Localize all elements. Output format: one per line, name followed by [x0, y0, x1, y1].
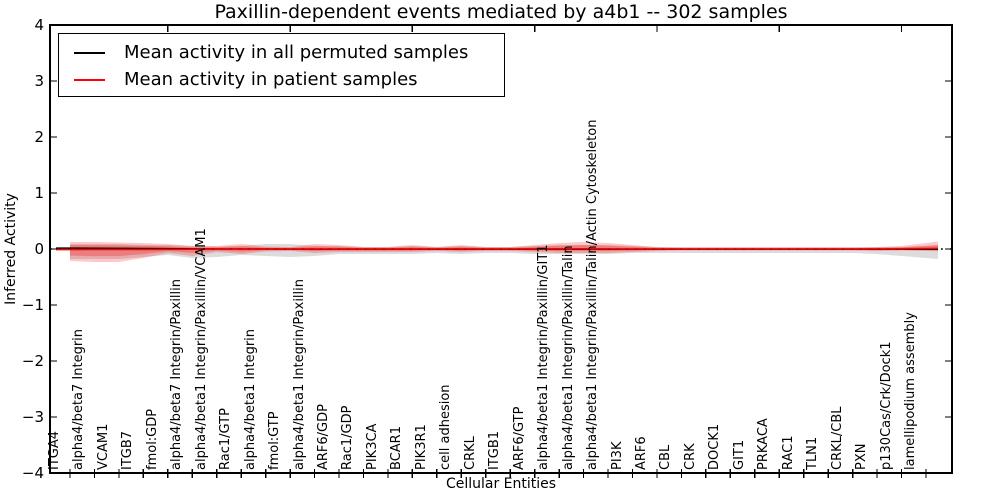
y-tick-label: 4 — [34, 16, 44, 34]
x-tick-label: CRK — [682, 443, 698, 470]
x-tick-label: ITGA4 — [47, 430, 62, 470]
x-tick-label: alpha4/beta1 Integrin/Paxillin/Talin/Act… — [585, 119, 601, 470]
permuted-band — [70, 244, 938, 260]
x-tick-label: Rac1/GTP — [218, 408, 234, 470]
legend-line-permuted-samples — [74, 51, 105, 54]
x-tick-label: CRKL — [462, 436, 478, 470]
x-tick-label: p130Cas/Crk/Dock1 — [878, 341, 894, 470]
patient-band-outer — [70, 241, 938, 262]
y-tick-label: 3 — [34, 72, 44, 90]
y-tick-label: −3 — [21, 408, 44, 426]
x-tick-label: alpha4/beta1 Integrin/Paxillin/GIT1 — [536, 244, 552, 470]
y-tick-label: 2 — [34, 128, 44, 146]
x-tick-label: GIT1 — [731, 439, 747, 470]
x-tick-label: alpha4/beta1 Integrin/Paxillin/Talin — [560, 245, 576, 470]
x-tick-label: alpha4/beta1 Integrin — [242, 328, 258, 470]
y-tick-label: −1 — [21, 296, 44, 314]
x-tick-label: alpha4/beta7 Integrin/Paxillin — [169, 278, 185, 470]
x-tick-label: ITGB7 — [120, 430, 136, 470]
legend-label-permuted-samples: Mean activity in all permuted samples — [124, 42, 469, 63]
legend-row-permuted: Mean activity in all permuted samples — [59, 39, 504, 66]
x-tick-label: PIK3R1 — [413, 424, 429, 470]
chart-title: Paxillin-dependent events mediated by a4… — [214, 1, 788, 23]
x-tick-label: PRKACA — [756, 418, 772, 470]
x-tick-label: ITGB1 — [487, 430, 503, 470]
x-tick-label: CBL — [658, 444, 674, 470]
x-tick-label: ARF6/GTP — [511, 406, 527, 470]
x-tick-label: ARF6 — [633, 436, 649, 470]
x-tick-label: DOCK1 — [707, 423, 723, 470]
x-tick-label: TLN1 — [805, 436, 821, 470]
y-tick-label: 0 — [34, 240, 44, 258]
x-tick-label: alpha4/beta7 Integrin — [71, 328, 87, 470]
x-tick-label: CRKL/CBL — [829, 406, 845, 471]
y-tick-label: 1 — [34, 184, 44, 202]
x-tick-label: ARF6/GDP — [316, 404, 332, 470]
x-tick-label: PI3K — [609, 441, 625, 470]
x-tick-label: lamellipodium assembly — [902, 312, 918, 470]
x-tick-label: cell adhesion — [438, 384, 454, 470]
legend: Mean activity in all permuted samples Me… — [58, 33, 505, 97]
y-tick-label: −4 — [21, 464, 44, 482]
x-tick-label: fmol:GDP — [144, 408, 160, 470]
patient-mean-line — [56, 247, 939, 251]
patient-band-inner — [70, 244, 938, 257]
x-tick-label: alpha4/beta1 Integrin/Paxillin/VCAM1 — [193, 228, 209, 470]
x-tick-label: BCAR1 — [389, 426, 405, 470]
x-tick-label: VCAM1 — [95, 423, 111, 470]
x-tick-label: fmol:GTP — [267, 411, 283, 470]
legend-row-patient: Mean activity in patient samples — [59, 66, 504, 93]
x-tick-label: PXN — [854, 443, 870, 470]
x-tick-label: alpha4/beta1 Integrin/Paxillin — [291, 278, 307, 470]
y-tick-label: −2 — [21, 352, 44, 370]
x-tick-label: PIK3CA — [364, 423, 380, 470]
x-axis-label: Cellular Entities — [445, 476, 557, 492]
legend-line-patient-samples — [74, 78, 105, 81]
x-tick-label: Rac1/GDP — [340, 405, 356, 470]
legend-label-patient-samples: Mean activity in patient samples — [124, 69, 418, 90]
x-tick-label: RAC1 — [780, 435, 796, 470]
